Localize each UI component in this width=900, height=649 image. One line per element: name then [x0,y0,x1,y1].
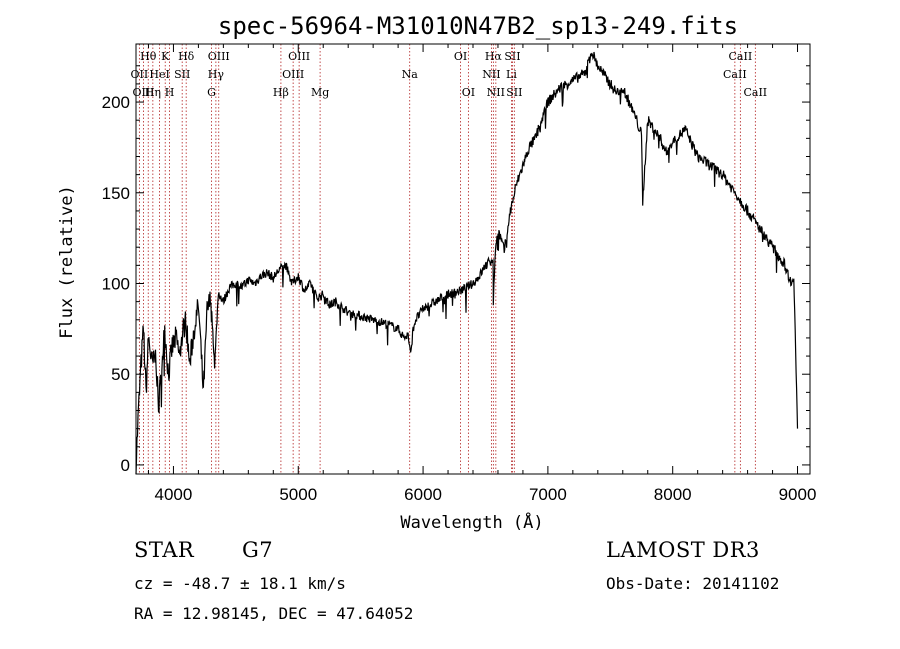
line-label: OII [131,68,149,81]
x-axis-label: Wavelength (Å) [400,511,543,533]
line-label: SII [504,50,520,63]
line-label: NII [482,68,500,81]
line-label: Hβ [273,86,289,99]
line-label: NII [487,86,505,99]
line-label: HeI [149,68,169,81]
y-tick-label: 100 [102,274,130,293]
x-tick-label: 6000 [404,485,442,504]
y-tick-label: 0 [121,456,130,475]
line-label: OIII [208,50,230,63]
line-label: OIII [288,50,310,63]
line-label: Hη [145,86,161,99]
line-label: Mg [311,86,329,99]
line-label: CaII [743,86,767,99]
x-tick-label: 5000 [279,485,317,504]
line-label: OI [454,50,467,63]
line-label: Li [506,68,517,81]
line-label: H [165,86,175,99]
line-label: CaII [723,68,747,81]
line-label: K [161,50,170,63]
x-tick-label: 9000 [779,485,817,504]
coordinates: RA = 12.98145, DEC = 47.64052 [134,604,414,623]
chart-title: spec-56964-M31010N47B2_sp13-249.fits [218,12,738,40]
obs-date: Obs-Date: 20141102 [606,574,780,593]
spectrum-line [135,51,799,475]
line-label: Hγ [208,68,225,81]
line-label: SII [174,68,190,81]
x-tick-label: 8000 [654,485,692,504]
object-class: STAR [134,538,195,562]
line-label: OI [462,86,475,99]
line-markers: Hθ OII OIII K HeI Hη H SII Hδ OIII Hγ G OIII OIII Hβ Mg… [131,44,767,474]
y-axis-label: Flux (relative) [57,185,77,339]
x-tick-label: 7000 [529,485,567,504]
redshift-cz: cz = -48.7 ± 18.1 km/s [134,574,346,593]
line-label: OIII [282,68,304,81]
object-subclass: G7 [242,538,274,562]
line-label: Hδ [178,50,195,63]
line-label: G [207,86,216,99]
y-tick-label: 200 [102,93,130,112]
line-label: Hα [485,50,503,63]
x-tick-label: 4000 [155,485,193,504]
y-tick-label: 150 [102,184,130,203]
y-axis-ticks: 0 50 100 150 200 [102,65,810,475]
plot-frame [135,43,811,475]
line-label: Hθ [140,50,157,63]
line-label: OIII [132,86,154,99]
line-label: Na [402,68,419,81]
survey-label: LAMOST DR3 [606,538,760,562]
y-tick-label: 50 [111,365,130,384]
line-label: CaII [729,50,753,63]
x-axis-ticks: 4000 5000 6000 7000 8000 9000 [147,44,817,504]
line-label: SII [506,86,522,99]
